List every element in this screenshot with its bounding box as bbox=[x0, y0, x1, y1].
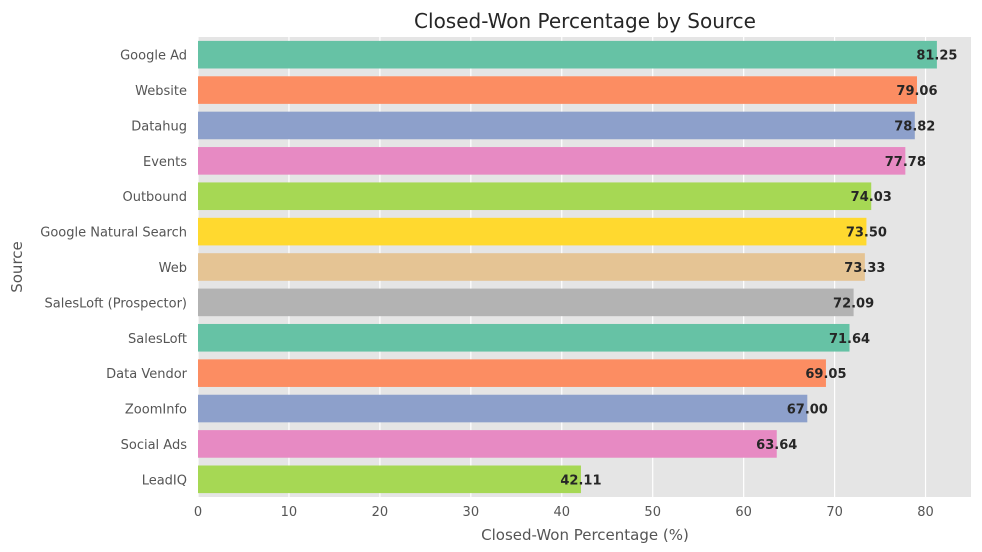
bar bbox=[198, 217, 867, 246]
y-tick-label: SalesLoft (Prospector) bbox=[45, 296, 187, 311]
bar bbox=[198, 465, 581, 494]
bar-value-label: 78.82 bbox=[894, 119, 935, 134]
x-tick-label: 20 bbox=[372, 505, 389, 520]
x-tick-label: 40 bbox=[553, 505, 570, 520]
bar bbox=[198, 359, 826, 387]
y-tick-label: ZoomInfo bbox=[125, 403, 187, 418]
y-tick-label: Website bbox=[135, 84, 187, 99]
bar bbox=[198, 76, 917, 104]
bar-value-label: 42.11 bbox=[560, 473, 601, 488]
bar bbox=[198, 323, 850, 352]
x-tick-label: 60 bbox=[735, 505, 752, 520]
bar bbox=[198, 147, 906, 175]
y-tick-labels: Google Ad Website Datahug Events Outbound Goo… bbox=[40, 49, 187, 489]
bar bbox=[198, 253, 865, 281]
bar bbox=[198, 40, 937, 69]
x-tick-label: 50 bbox=[644, 505, 661, 520]
x-tick-label: 0 bbox=[194, 505, 202, 520]
bar-value-label: 81.25 bbox=[916, 49, 957, 64]
bar-value-label: 74.03 bbox=[851, 190, 892, 205]
bar-value-label: 73.33 bbox=[844, 261, 885, 276]
y-tick-label: Social Ads bbox=[121, 438, 188, 453]
bar-value-label: 73.50 bbox=[846, 226, 887, 241]
x-tick-labels: 0 10 20 30 40 50 60 70 80 bbox=[194, 505, 934, 520]
y-tick-label: Datahug bbox=[131, 119, 187, 134]
value-labels: 81.25 79.06 78.82 77.78 74.03 73.50 73.33 72.09… bbox=[560, 49, 957, 489]
x-tick-label: 70 bbox=[826, 505, 843, 520]
chart-title: Closed-Won Percentage by Source bbox=[414, 9, 756, 33]
bar bbox=[198, 430, 777, 458]
y-tick-label: Outbound bbox=[122, 190, 187, 205]
bars bbox=[198, 40, 937, 494]
bar-value-label: 67.00 bbox=[787, 403, 828, 418]
bar-value-label: 63.64 bbox=[756, 438, 797, 453]
bar-value-label: 71.64 bbox=[829, 332, 870, 347]
y-tick-label: LeadIQ bbox=[142, 473, 187, 488]
bar bbox=[198, 111, 915, 140]
y-axis-label: Source bbox=[8, 241, 26, 293]
bar bbox=[198, 182, 872, 211]
bar bbox=[198, 394, 808, 423]
x-tick-label: 30 bbox=[463, 505, 480, 520]
y-tick-label: Google Ad bbox=[120, 49, 187, 64]
y-tick-label: Web bbox=[159, 261, 187, 276]
x-tick-label: 10 bbox=[281, 505, 298, 520]
x-axis-label: Closed-Won Percentage (%) bbox=[481, 526, 689, 544]
bar-value-label: 77.78 bbox=[885, 155, 926, 170]
y-tick-label: SalesLoft bbox=[128, 332, 187, 347]
x-tick-label: 80 bbox=[917, 505, 934, 520]
bar bbox=[198, 288, 854, 317]
bar-value-label: 69.05 bbox=[805, 367, 846, 382]
y-tick-label: Google Natural Search bbox=[40, 226, 187, 241]
bar-value-label: 79.06 bbox=[896, 84, 937, 99]
y-tick-label: Data Vendor bbox=[106, 367, 187, 382]
y-tick-label: Events bbox=[143, 155, 187, 170]
bar-value-label: 72.09 bbox=[833, 296, 874, 311]
